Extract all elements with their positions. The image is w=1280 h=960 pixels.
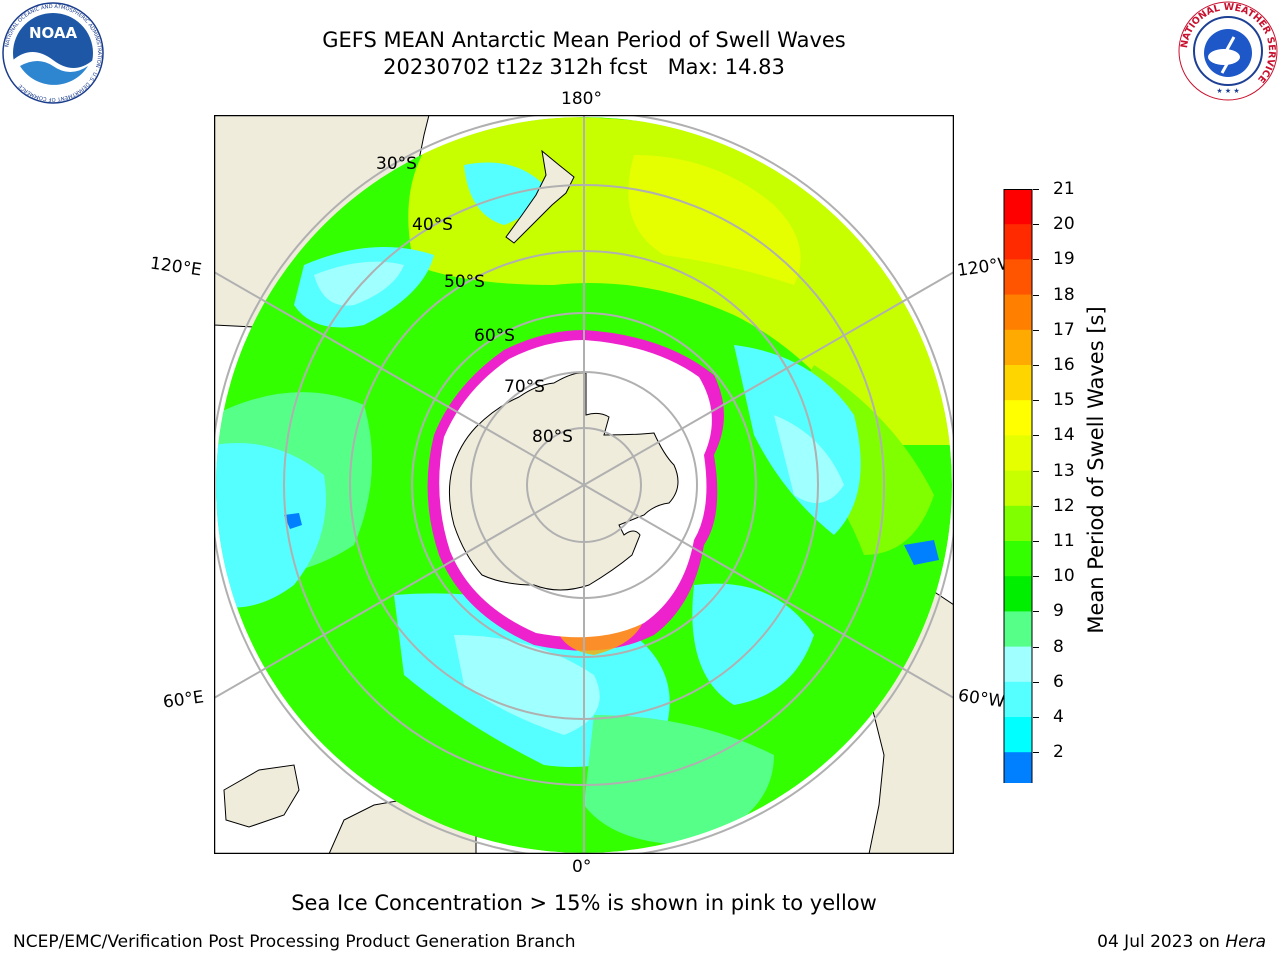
colorbar-tick-label: 9 bbox=[1053, 601, 1064, 622]
colorbar-segment bbox=[1004, 752, 1032, 783]
colorbar-segment bbox=[1004, 505, 1032, 542]
colorbar-tick-label: 21 bbox=[1053, 179, 1075, 199]
colorbar-segment bbox=[1004, 400, 1032, 436]
lon-label-60e: 60°E bbox=[161, 687, 206, 713]
colorbar-segment bbox=[1004, 259, 1032, 296]
madagascar-land bbox=[223, 764, 300, 828]
colorbar-segment bbox=[1004, 646, 1032, 683]
colorbar-segment bbox=[1004, 576, 1032, 612]
lat-label-80s: 80°S bbox=[532, 427, 573, 447]
colorbar-tick-mark bbox=[1033, 189, 1039, 190]
nws-logo: NATIONAL WEATHER SERVICE ★ ★ ★ bbox=[1178, 1, 1278, 101]
colorbar-segment bbox=[1004, 329, 1032, 366]
colorbar-tick-label: 12 bbox=[1053, 495, 1075, 516]
sea-ice-note: Sea Ice Concentration > 15% is shown in … bbox=[291, 891, 877, 915]
colorbar-segment bbox=[1004, 681, 1032, 718]
colorbar-tick-label: 20 bbox=[1053, 214, 1075, 235]
colorbar-tick-mark bbox=[1033, 224, 1039, 226]
colorbar-tick-mark bbox=[1033, 717, 1039, 718]
colorbar-tick-mark bbox=[1033, 259, 1039, 261]
colorbar-segment bbox=[1004, 435, 1032, 472]
colorbar-tick-label: 19 bbox=[1053, 249, 1075, 270]
colorbar-tick-label: 15 bbox=[1053, 390, 1075, 411]
colorbar-segment bbox=[1004, 365, 1032, 401]
colorbar-tick-mark bbox=[1033, 365, 1039, 366]
lat-label-30s: 30°S bbox=[376, 154, 417, 174]
footer-date: 04 Jul 2023 on Hera bbox=[1097, 932, 1266, 952]
colorbar-tick-label: 2 bbox=[1053, 742, 1064, 763]
colorbar-tick-mark bbox=[1033, 505, 1039, 507]
colorbar-tick-mark bbox=[1033, 611, 1039, 613]
colorbar-segment bbox=[1004, 470, 1032, 507]
antarctica-land bbox=[448, 372, 679, 591]
lat-label-50s: 50°S bbox=[444, 272, 485, 292]
colorbar-tick-label: 13 bbox=[1053, 460, 1075, 481]
lon-label-60w: 60°W bbox=[956, 685, 1007, 713]
colorbar-label: Mean Period of Swell Waves [s] bbox=[1084, 306, 1108, 634]
colorbar-tick-mark bbox=[1033, 541, 1039, 542]
colorbar-tick-mark bbox=[1033, 752, 1039, 754]
new-zealand-land bbox=[505, 149, 575, 244]
colorbar-tick-mark bbox=[1033, 329, 1039, 331]
colorbar-tick-mark bbox=[1033, 435, 1039, 437]
colorbar-tick-label: 4 bbox=[1053, 707, 1064, 727]
map-subtitle: 20230702 t12z 312h fcst Max: 14.83 bbox=[383, 55, 785, 79]
lat-label-70s: 70°S bbox=[504, 377, 545, 397]
colorbar-tick-label: 6 bbox=[1053, 671, 1064, 692]
colorbar-tick-mark bbox=[1033, 294, 1039, 296]
colorbar-tick-mark bbox=[1033, 576, 1039, 578]
svg-text:NOAA: NOAA bbox=[29, 24, 78, 42]
colorbar-segment bbox=[1004, 541, 1032, 577]
colorbar-segment bbox=[1004, 189, 1032, 225]
colorbar-tick-mark bbox=[1033, 646, 1039, 648]
colorbar-tick-label: 8 bbox=[1053, 636, 1064, 657]
polar-map: 30°S 40°S 50°S 60°S 70°S 80°S bbox=[214, 115, 954, 854]
colorbar-segment bbox=[1004, 294, 1032, 331]
colorbar-tick-label: 14 bbox=[1053, 425, 1075, 446]
noaa-logo: NOAA NATIONAL OCEANIC AND ATMOSPHERIC AD… bbox=[2, 2, 104, 104]
lat-label-60s: 60°S bbox=[474, 326, 515, 346]
colorbar-tick-mark bbox=[1033, 470, 1039, 472]
colorbar-segment bbox=[1004, 224, 1032, 260]
lat-label-40s: 40°S bbox=[412, 215, 453, 235]
colorbar bbox=[1003, 189, 1033, 783]
footer-system: Hera bbox=[1225, 932, 1266, 952]
lon-label-180: 180° bbox=[561, 89, 602, 109]
colorbar-segment bbox=[1004, 611, 1032, 648]
colorbar-tick-label: 11 bbox=[1053, 531, 1075, 551]
svg-text:★ ★ ★: ★ ★ ★ bbox=[1216, 87, 1239, 95]
lon-label-0: 0° bbox=[572, 857, 592, 877]
map-title: GEFS MEAN Antarctic Mean Period of Swell… bbox=[322, 28, 846, 52]
colorbar-tick-label: 16 bbox=[1053, 355, 1075, 375]
graticule bbox=[214, 115, 954, 854]
colorbar-tick-label: 18 bbox=[1053, 284, 1075, 305]
lon-label-120e: 120°E bbox=[148, 253, 203, 281]
colorbar-tick-mark bbox=[1033, 400, 1039, 402]
colorbar-tick-mark bbox=[1033, 681, 1039, 683]
footer-branch: NCEP/EMC/Verification Post Processing Pr… bbox=[13, 932, 576, 952]
colorbar-segment bbox=[1004, 717, 1032, 753]
colorbar-tick-label: 17 bbox=[1053, 319, 1075, 340]
colorbar-tick-label: 10 bbox=[1053, 566, 1075, 587]
